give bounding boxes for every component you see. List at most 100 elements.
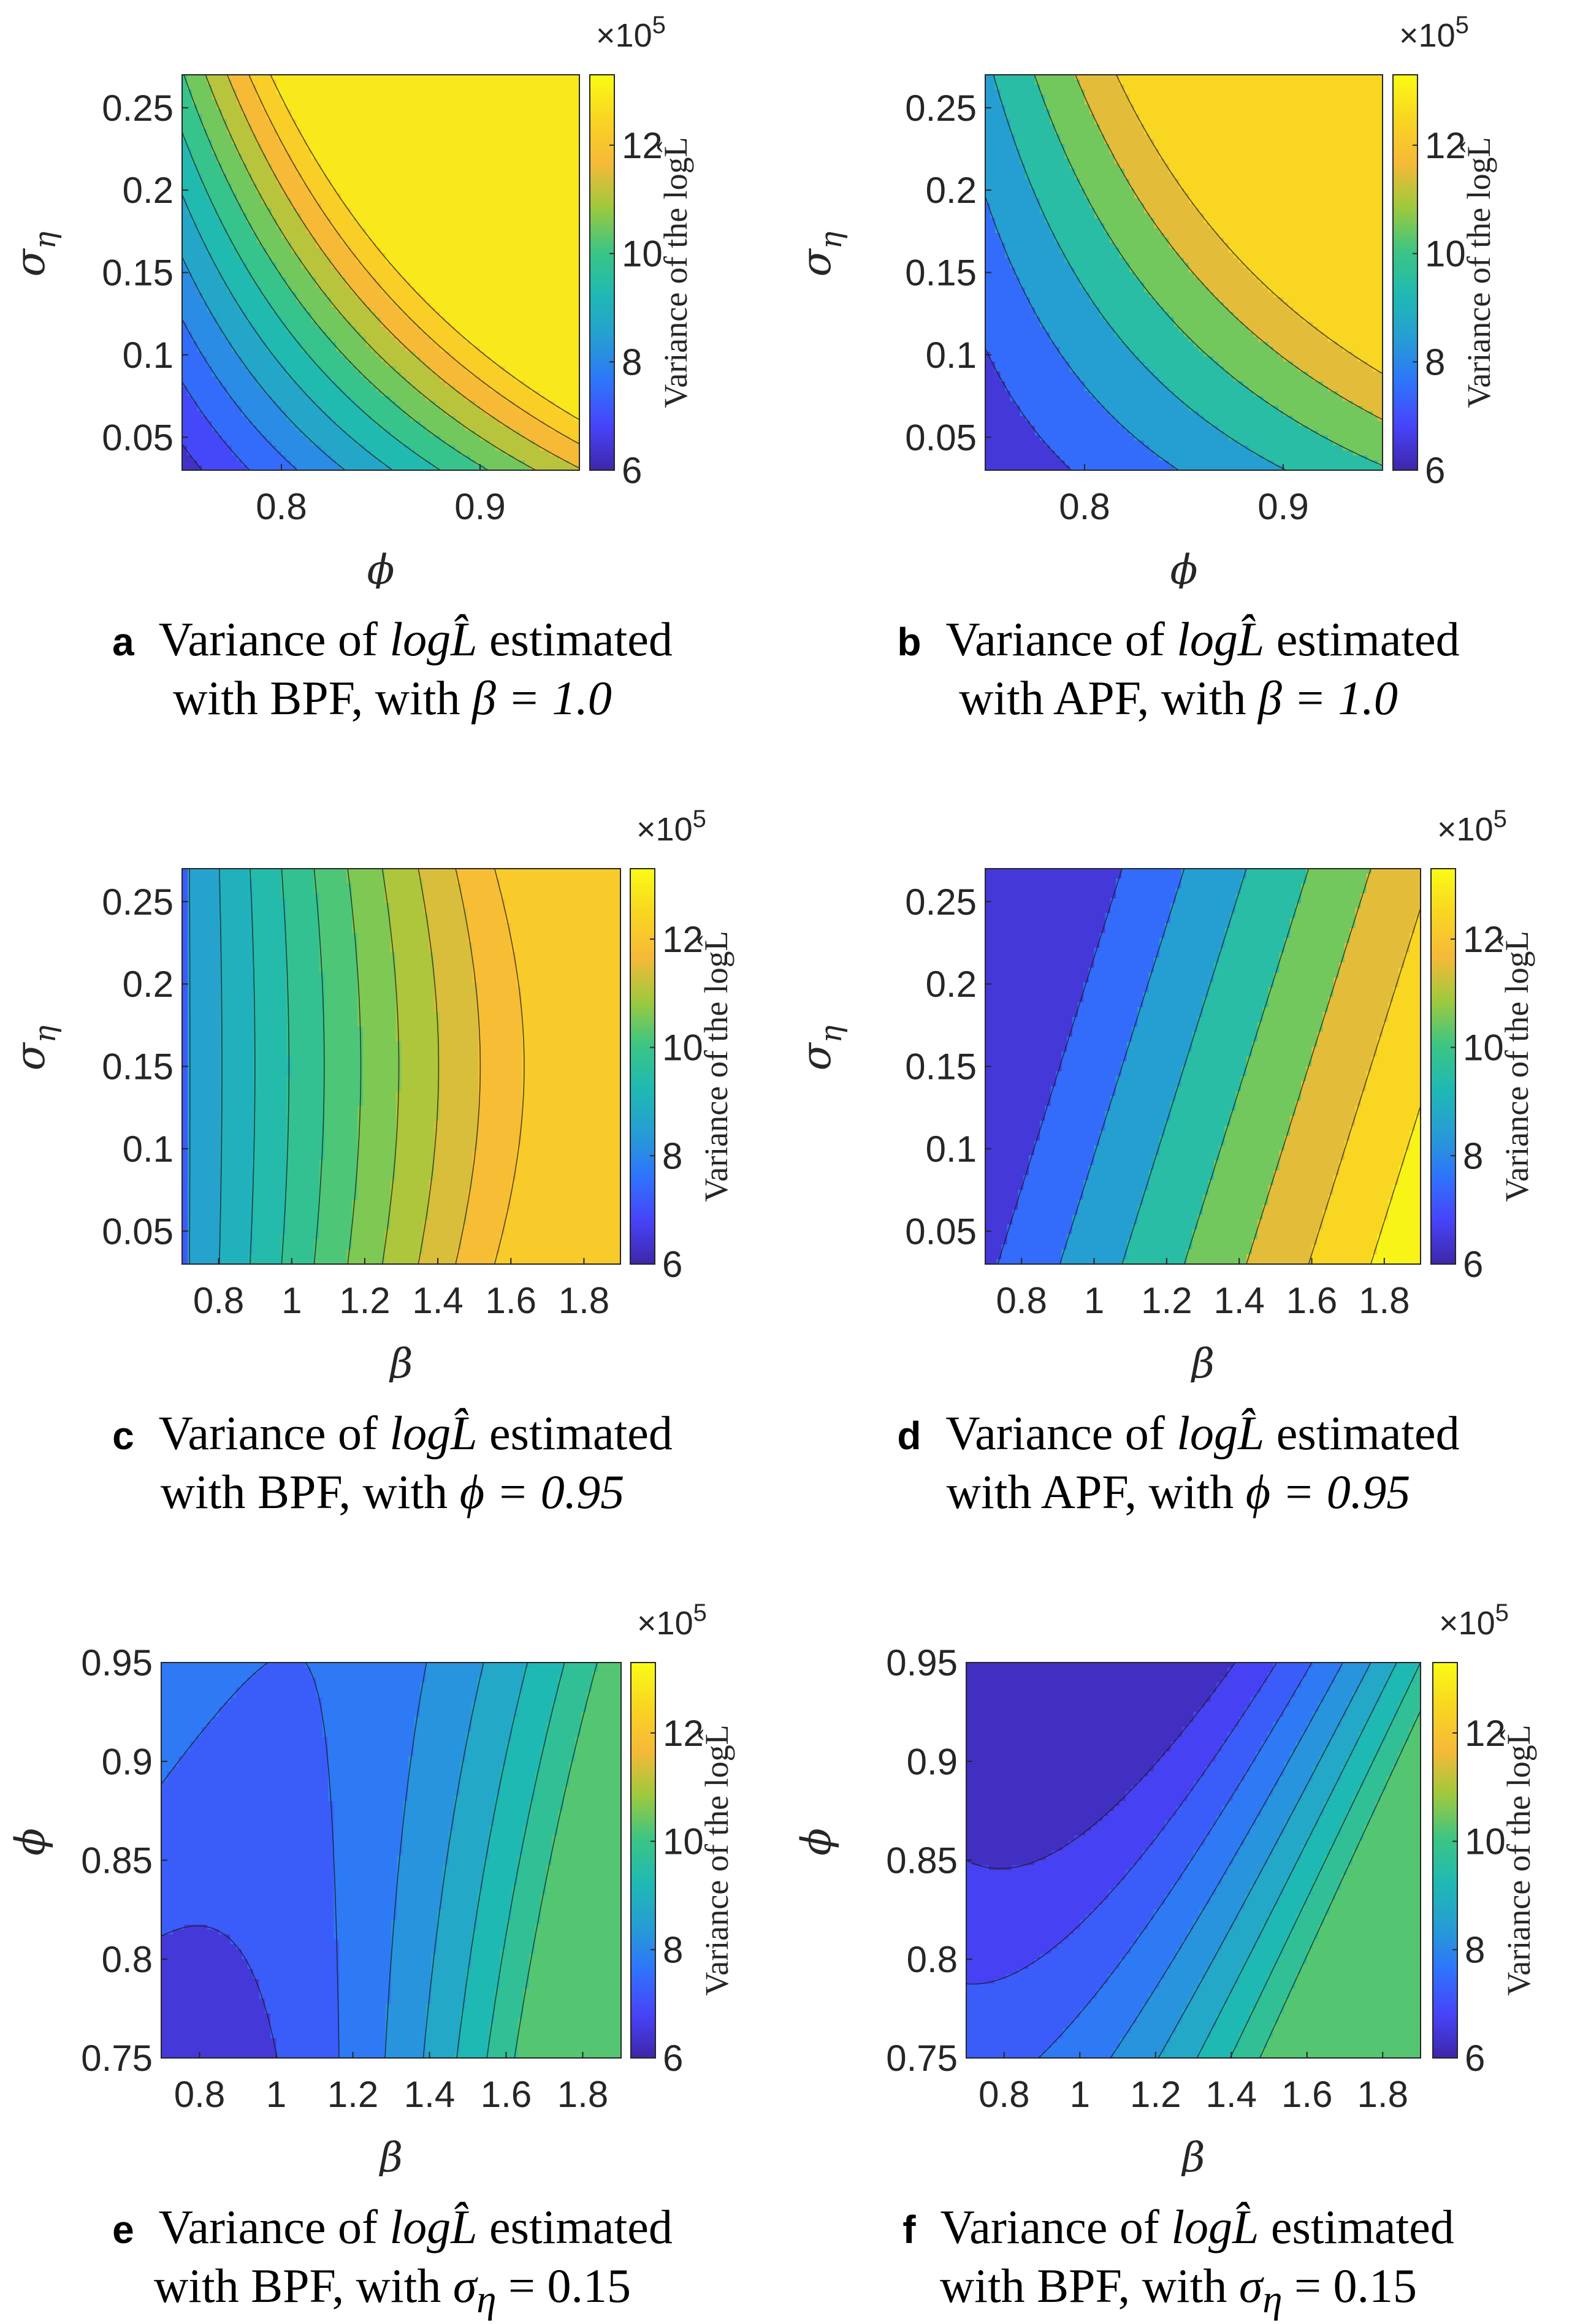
colorbar-tick-label: 10 <box>1425 234 1466 275</box>
x-tick-label: 1.8 <box>1357 2074 1408 2115</box>
colorbar-label: Variance of the logL̂ <box>697 1724 735 1995</box>
colorbar <box>631 1663 655 2059</box>
x-tick-label: 1.4 <box>1213 1280 1264 1321</box>
colorbar-label: Variance of the logL̂ <box>696 931 734 1202</box>
colorbar-tick-label: 6 <box>663 2038 683 2079</box>
colorbar-tick-label: 8 <box>1465 1929 1485 1970</box>
colorbar-tick-label: 8 <box>622 341 642 383</box>
y-tick-label: 0.05 <box>102 417 174 458</box>
x-axis-label: β <box>1189 1340 1215 1382</box>
caption-letter: f <box>902 2208 915 2252</box>
y-tick-label: 0.15 <box>102 1046 174 1088</box>
colorbar-tick-label: 6 <box>1465 2038 1485 2079</box>
contour-fill <box>985 75 1383 471</box>
y-tick-label: 0.95 <box>886 1642 958 1683</box>
y-axis-label: ση <box>793 1025 849 1070</box>
x-tick-label: 0.9 <box>454 486 505 527</box>
caption-letter: d <box>897 1414 921 1458</box>
x-tick-label: 1.8 <box>559 1280 609 1321</box>
x-tick-label: 1 <box>281 1280 302 1321</box>
colorbar-tick-label: 10 <box>1465 1821 1506 1862</box>
colorbar-tick-label: 12 <box>663 1713 704 1754</box>
y-axis-label: ϕ <box>7 1828 54 1856</box>
colorbar-tick-label: 8 <box>662 1135 682 1176</box>
y-axis-label-sub: η <box>814 1025 849 1043</box>
colorbar-tick-label: 6 <box>622 450 642 491</box>
y-axis-label: ϕ <box>793 1828 840 1856</box>
colorbar-exponent: ×105 <box>1437 806 1507 848</box>
colorbar-label: Variance of the logL̂ <box>1459 137 1497 408</box>
y-tick-label: 0.15 <box>102 253 174 294</box>
caption-letter: b <box>897 620 921 664</box>
x-axis-label: β <box>378 2134 403 2176</box>
colorbar-tick-label: 10 <box>1463 1027 1504 1069</box>
x-tick-label: 1.2 <box>1141 1280 1192 1321</box>
x-tick-label: 0.8 <box>996 1280 1047 1321</box>
y-axis-label: ση <box>7 231 63 276</box>
colorbar-exponent: ×105 <box>1439 1599 1509 1642</box>
y-tick-label: 0.8 <box>102 1939 153 1980</box>
y-tick-label: 0.2 <box>926 964 977 1005</box>
colorbar-tick-label: 8 <box>1425 341 1445 383</box>
x-axis-label: ϕ <box>1170 546 1198 589</box>
y-tick-label: 0.1 <box>926 1129 977 1170</box>
colorbar <box>1433 1663 1457 2059</box>
y-tick-label: 0.2 <box>926 170 977 211</box>
x-tick-label: 0.9 <box>1257 486 1308 527</box>
colorbar <box>1431 869 1456 1265</box>
x-tick-label: 0.8 <box>256 486 307 527</box>
x-tick-label: 1.2 <box>1130 2074 1181 2115</box>
x-tick-label: 1.2 <box>327 2074 378 2115</box>
caption-letter: c <box>112 1414 134 1458</box>
y-tick-label: 0.85 <box>81 1840 153 1881</box>
colorbar-tick-label: 12 <box>1425 125 1466 166</box>
colorbar-label: Variance of the logL̂ <box>656 137 694 408</box>
contour-line-8.4 <box>189 869 190 1264</box>
x-tick-label: 1.4 <box>412 1280 463 1321</box>
y-tick-label: 0.1 <box>926 335 977 376</box>
colorbar-tick-label: 10 <box>662 1027 703 1069</box>
x-tick-label: 1.6 <box>486 1280 536 1321</box>
x-tick-label: 1.6 <box>1281 2074 1332 2115</box>
colorbar-tick-label: 8 <box>663 1929 683 1970</box>
colorbar-exponent: ×105 <box>596 12 666 54</box>
y-axis-label-sub: η <box>28 1025 63 1043</box>
x-tick-label: 0.8 <box>979 2074 1029 2115</box>
contour-fill <box>966 1663 1421 2059</box>
x-tick-label: 1.6 <box>481 2074 532 2115</box>
y-tick-label: 0.15 <box>905 1046 977 1088</box>
x-tick-label: 1.8 <box>1359 1280 1410 1321</box>
y-tick-label: 0.95 <box>81 1642 153 1683</box>
colorbar <box>590 75 614 471</box>
colorbar-tick-label: 6 <box>1463 1244 1483 1285</box>
x-tick-label: 1 <box>1084 1280 1104 1321</box>
colorbar-exponent: ×105 <box>1399 12 1469 54</box>
colorbar <box>1393 75 1417 471</box>
x-axis-label: β <box>387 1340 413 1382</box>
colorbar <box>630 869 655 1265</box>
x-axis-label: β <box>1180 2134 1205 2176</box>
colorbar-tick-label: 8 <box>1463 1135 1483 1176</box>
colorbar-tick-label: 12 <box>622 125 663 166</box>
x-axis-label: ϕ <box>367 546 395 589</box>
colorbar-tick-label: 12 <box>1463 919 1504 960</box>
colorbar-tick-label: 10 <box>622 234 663 275</box>
y-tick-label: 0.2 <box>123 964 174 1005</box>
x-tick-label: 1.4 <box>1206 2074 1257 2115</box>
y-tick-label: 0.75 <box>886 2038 958 2079</box>
y-tick-label: 0.85 <box>886 1840 958 1881</box>
y-axis-label: ση <box>793 231 849 276</box>
x-tick-label: 0.8 <box>174 2074 225 2115</box>
x-tick-label: 0.8 <box>193 1280 244 1321</box>
x-tick-label: 1.2 <box>339 1280 390 1321</box>
x-tick-label: 1.6 <box>1286 1280 1337 1321</box>
x-tick-label: 1.8 <box>557 2074 608 2115</box>
